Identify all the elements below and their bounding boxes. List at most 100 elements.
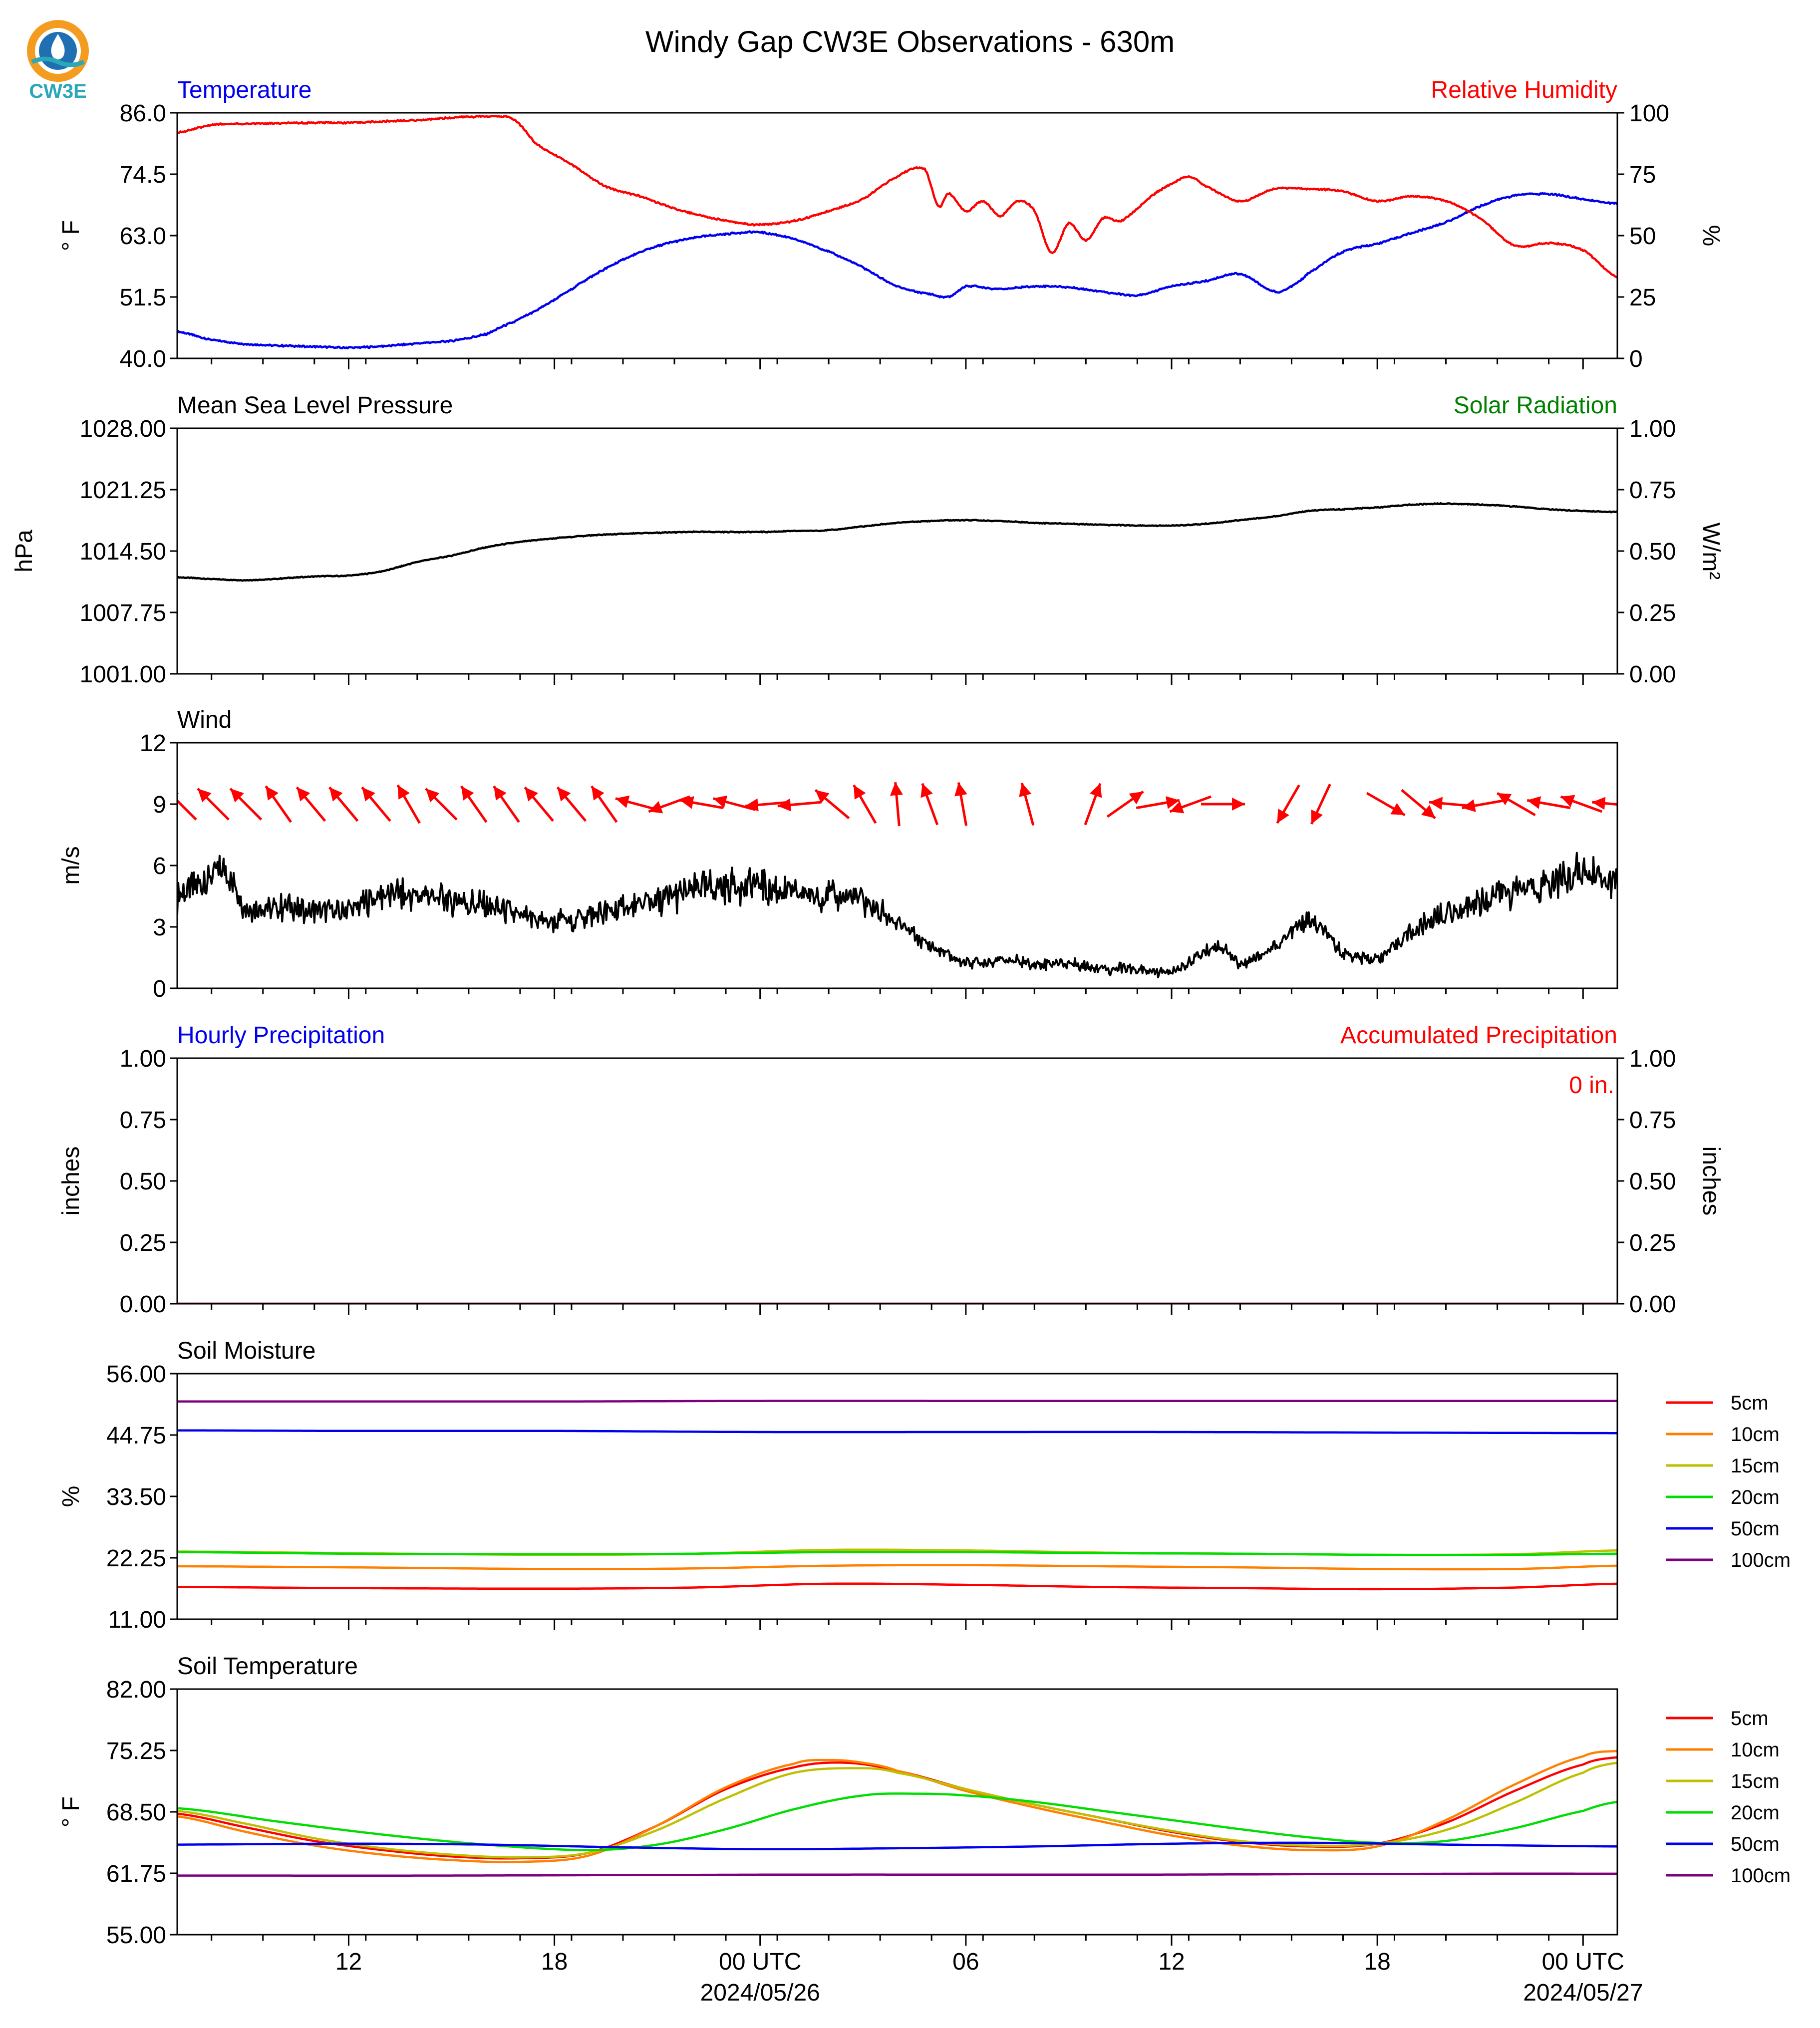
x-tick-label: 00 UTC (1542, 1949, 1624, 1975)
panel-soil-moisture: Soil Moisture 56.00 44.75 33.50 22.25 11.00% 5… (58, 1338, 1791, 1633)
series-line-100cm (177, 1872, 1617, 1877)
wind-arrow (713, 795, 756, 811)
cw3e-logo: CW3E (27, 20, 89, 102)
wind-arrow (1462, 799, 1506, 812)
legend-label: 100cm (1731, 1549, 1791, 1571)
wind-arrow-head (1277, 809, 1289, 824)
series-line-50cm (177, 1429, 1617, 1435)
y-tick-label-left: 61.75 (106, 1861, 166, 1887)
y-tick-label-left: 1021.25 (79, 477, 166, 504)
y-tick-label-left: 22.25 (106, 1545, 166, 1572)
wind-arrow (1276, 784, 1300, 824)
accumulated-total-label: 0 in. (1569, 1072, 1614, 1099)
panel-title-right: Relative Humidity (1431, 77, 1617, 103)
wind-arrow-head (198, 788, 212, 803)
wind-arrow (920, 783, 939, 826)
wind-arrow (1366, 792, 1406, 817)
plot-area (177, 114, 1617, 349)
wind-arrow (1019, 782, 1035, 826)
wind-arrow (229, 788, 263, 821)
series-line-10cm (177, 1564, 1617, 1571)
y-tick-label-right: 50 (1629, 223, 1656, 250)
y-tick-label-left: 11.00 (108, 1607, 166, 1633)
y-tick-label-right: 0.50 (1629, 1168, 1676, 1195)
y-axis-label-right: W/m² (1698, 523, 1724, 580)
wind-arrow-head (362, 787, 375, 802)
y-tick-label-left: 6 (153, 853, 166, 879)
plot-area (177, 502, 1617, 582)
plot-frame (176, 742, 1618, 989)
series-line-50cm (177, 1841, 1617, 1851)
wind-arrow-head (713, 795, 728, 808)
wind-arrow-head (777, 798, 791, 812)
wind-arrow (890, 782, 903, 827)
wind-arrow-head (591, 786, 605, 801)
panel-title-left: Hourly Precipitation (177, 1022, 385, 1049)
x-date-label: 2024/05/27 (1523, 1980, 1643, 2006)
plot-frame (176, 1373, 1618, 1620)
wind-arrow (1592, 797, 1617, 810)
y-tick-label-right: 0.00 (1629, 1291, 1676, 1318)
y-axis-label-left: hPa (11, 530, 37, 573)
wind-arrow-head (1462, 799, 1476, 812)
y-tick-label-right: 0.75 (1629, 1107, 1676, 1134)
wind-arrow (197, 788, 230, 821)
panel-wind: Wind 12 9 6 3 0 m/s (58, 707, 1618, 1002)
y-tick-label-left: 56.00 (106, 1361, 166, 1388)
chart-title: Windy Gap CW3E Observations - 630m (645, 25, 1175, 58)
y-tick-label-right: 0.25 (1629, 1230, 1676, 1256)
legend-label: 15cm (1731, 1455, 1780, 1477)
panel-temperature-humidity: Temperature Relative Humidity 86.0 74.5 63.0… (58, 77, 1724, 372)
plot-area (177, 1749, 1617, 1877)
y-tick-label-left: 0.75 (120, 1107, 166, 1134)
series-line-5cm (177, 1582, 1617, 1591)
wind-arrow-head (425, 788, 440, 803)
wind-arrow-head (745, 798, 759, 812)
wind-arrow (1401, 789, 1436, 820)
wind-arrow-head (1421, 805, 1436, 819)
wind-arrow (853, 784, 877, 824)
panels: Temperature Relative Humidity 86.0 74.5 63.0… (11, 77, 1791, 2006)
wind-arrow (1526, 796, 1571, 810)
x-tick-label: 18 (1364, 1949, 1390, 1975)
y-tick-label-left: 0.50 (120, 1168, 166, 1195)
wind-arrow-head (1527, 796, 1541, 809)
legend: 5cm 10cm 15cm 20cm 50cm 100cm (1666, 1392, 1791, 1571)
legend-label: 20cm (1731, 1802, 1780, 1824)
wind-arrow (1106, 790, 1144, 818)
y-tick-label-left: 0 (153, 976, 166, 1002)
y-tick-label-left: 0.25 (120, 1230, 166, 1256)
wind-arrow-head (461, 786, 474, 801)
y-tick-label-right: 0.00 (1629, 661, 1676, 688)
legend-label: 50cm (1731, 1518, 1780, 1540)
y-tick-label-left: 1014.50 (79, 539, 166, 565)
y-tick-label-left: 12 (140, 730, 166, 757)
wind-arrow-head (920, 783, 933, 798)
panel-title-left: Temperature (177, 77, 311, 103)
series-line-relative-humidity (177, 114, 1617, 279)
wind-arrow (296, 786, 326, 822)
wind-arrow (1497, 792, 1536, 817)
y-axis-label-left: ° F (58, 220, 84, 251)
series-line-temperature (177, 192, 1617, 349)
series-line-10cm (177, 1749, 1617, 1863)
legend: 5cm 10cm 15cm 20cm 50cm 100cm (1666, 1708, 1791, 1887)
wind-arrow (460, 785, 488, 823)
wind-arrow (493, 785, 520, 823)
plot-area (177, 782, 1617, 978)
y-tick-label-right: 1.00 (1629, 1046, 1676, 1072)
wind-arrow (1310, 784, 1331, 825)
wind-arrow (1201, 798, 1245, 811)
x-tick-label: 00 UTC (719, 1949, 801, 1975)
y-tick-label-left: 1.00 (120, 1046, 166, 1072)
series-line-wind-speed (177, 852, 1617, 978)
logo-wave (31, 56, 85, 67)
wind-arrow-head (525, 787, 539, 802)
wind-arrow (1084, 783, 1102, 826)
logo-drop (51, 34, 65, 59)
y-tick-label-left: 33.50 (106, 1484, 166, 1510)
y-tick-label-left: 51.5 (120, 285, 166, 311)
y-tick-label-left: 75.25 (106, 1738, 166, 1764)
y-tick-label-left: 1007.75 (79, 600, 166, 626)
